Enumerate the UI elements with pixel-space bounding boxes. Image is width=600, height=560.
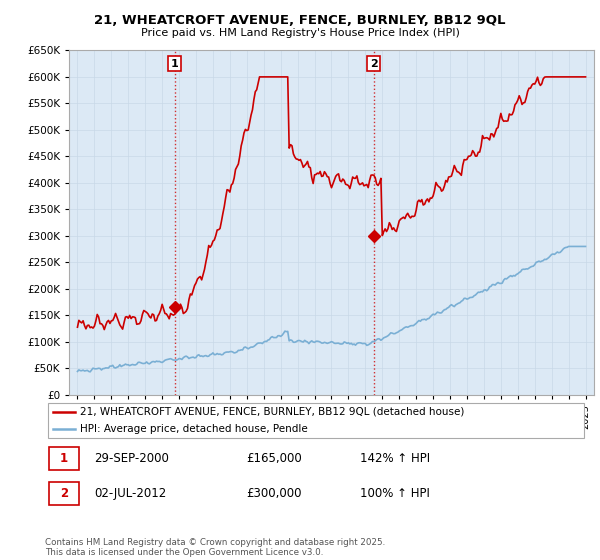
FancyBboxPatch shape: [49, 447, 79, 470]
Text: Price paid vs. HM Land Registry's House Price Index (HPI): Price paid vs. HM Land Registry's House …: [140, 28, 460, 38]
Text: 2: 2: [370, 59, 378, 69]
Text: 21, WHEATCROFT AVENUE, FENCE, BURNLEY, BB12 9QL (detached house): 21, WHEATCROFT AVENUE, FENCE, BURNLEY, B…: [80, 407, 464, 417]
Text: 142% ↑ HPI: 142% ↑ HPI: [360, 452, 430, 465]
FancyBboxPatch shape: [48, 403, 584, 438]
Text: HPI: Average price, detached house, Pendle: HPI: Average price, detached house, Pend…: [80, 424, 308, 435]
Text: £300,000: £300,000: [246, 487, 301, 500]
Text: 1: 1: [171, 59, 179, 69]
Text: 2: 2: [60, 487, 68, 500]
Text: 100% ↑ HPI: 100% ↑ HPI: [360, 487, 430, 500]
FancyBboxPatch shape: [49, 482, 79, 505]
Text: 1: 1: [60, 452, 68, 465]
Text: 29-SEP-2000: 29-SEP-2000: [94, 452, 169, 465]
Bar: [175, 50, 374, 395]
Text: Contains HM Land Registry data © Crown copyright and database right 2025.
This d: Contains HM Land Registry data © Crown c…: [45, 538, 385, 557]
Text: 02-JUL-2012: 02-JUL-2012: [94, 487, 166, 500]
Text: 21, WHEATCROFT AVENUE, FENCE, BURNLEY, BB12 9QL: 21, WHEATCROFT AVENUE, FENCE, BURNLEY, B…: [94, 14, 506, 27]
Text: £165,000: £165,000: [246, 452, 302, 465]
